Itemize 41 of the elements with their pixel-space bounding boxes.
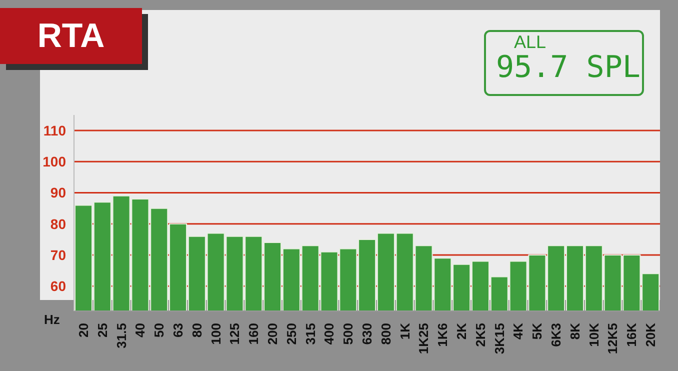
x-tick-label: 315: [302, 323, 318, 345]
x-tick-label: 3K15: [492, 323, 507, 354]
x-tick-label: 20: [76, 323, 91, 338]
x-tick-label: 500: [340, 323, 356, 345]
x-tick-label: 160: [246, 323, 262, 345]
x-tick-label: 10K: [586, 322, 602, 347]
x-tick-label: 630: [360, 323, 374, 345]
y-tick-label: 60: [50, 278, 66, 294]
x-tick-label: 1K6: [435, 323, 450, 347]
x-tick-label: 2K: [454, 322, 470, 340]
text: ALL: [514, 32, 546, 53]
x-tick-label: 5K: [530, 322, 545, 340]
text: 95.7 SPL: [496, 50, 640, 85]
x-tick-label: 6K3: [548, 323, 564, 347]
x-tick-label: 31.5: [114, 323, 129, 348]
x-tick-label: 200: [264, 323, 280, 345]
y-tick-label: 90: [50, 184, 66, 201]
x-tick-label: 400: [322, 323, 337, 345]
x-tick-label: 125: [227, 323, 242, 345]
x-axis-title: Hz: [44, 312, 60, 327]
x-tick-label: 16K: [624, 322, 640, 347]
x-tick-label: 20K: [643, 322, 658, 347]
x-tick-label: 40: [132, 323, 148, 338]
x-tick-label: 1K25: [416, 323, 432, 354]
x-tick-label: 8K: [567, 322, 582, 340]
y-tick-label: 100: [42, 154, 66, 170]
x-tick-label: 12K5: [605, 323, 620, 354]
x-tick-label: 4K: [510, 322, 526, 340]
x-tick-label: 1K: [397, 322, 412, 340]
y-tick-label: 70: [50, 246, 66, 263]
y-tick-label: 110: [43, 122, 66, 139]
x-tick-label: 80: [189, 323, 204, 338]
x-tick-label: 800: [378, 323, 394, 345]
x-tick-label: 250: [284, 323, 299, 345]
x-tick-label: 63: [170, 323, 186, 338]
x-tick-label: 50: [152, 323, 167, 338]
x-tick-label: 25: [94, 323, 110, 338]
y-tick-label: 80: [50, 216, 66, 232]
x-tick-label: 2K5: [472, 323, 488, 347]
chart-title: RTA: [0, 8, 142, 64]
x-tick-label: 100: [208, 323, 224, 345]
